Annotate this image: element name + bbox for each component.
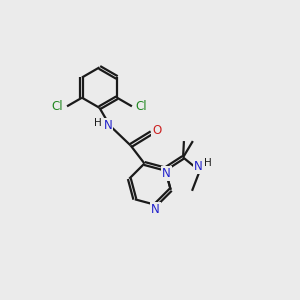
Text: H: H: [204, 158, 212, 167]
Text: N: N: [103, 119, 112, 132]
Text: Cl: Cl: [136, 100, 147, 113]
Text: H: H: [94, 118, 101, 128]
Text: N: N: [151, 202, 160, 215]
Text: N: N: [162, 167, 171, 180]
Text: O: O: [152, 124, 161, 137]
Text: Cl: Cl: [52, 100, 63, 113]
Text: N: N: [194, 160, 203, 173]
